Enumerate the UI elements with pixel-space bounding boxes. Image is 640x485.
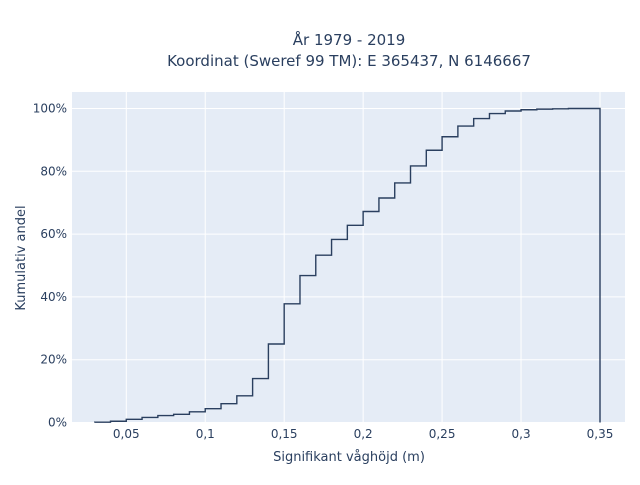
x-tick-label: 0,2 <box>354 427 373 441</box>
y-axis-title: Kumulativ andel <box>14 205 29 310</box>
y-tick-label: 80% <box>40 164 67 178</box>
x-tick-label: 0,1 <box>196 427 215 441</box>
chart-title-line-1: År 1979 - 2019 <box>293 30 406 49</box>
x-tick-label: 0,3 <box>512 427 531 441</box>
x-tick-label: 0,35 <box>587 427 614 441</box>
y-tick-label: 20% <box>40 353 67 367</box>
x-axis-title: Signifikant våghöjd (m) <box>273 450 425 465</box>
grid <box>72 92 625 423</box>
chart-title-line-2: Koordinat (Sweref 99 TM): E 365437, N 61… <box>167 52 531 70</box>
y-tick-label: 100% <box>33 102 67 116</box>
y-tick-label: 0% <box>48 416 67 430</box>
y-tick-label: 60% <box>40 227 67 241</box>
plot-area <box>72 92 625 422</box>
cumulative-step-line <box>94 107 601 423</box>
ticks: 0,05 0,1 0,15 0,2 0,25 0,3 0,35 0% 20% 40% 60% 80% 1… <box>33 102 614 442</box>
x-tick-label: 0,25 <box>429 427 456 441</box>
y-tick-label: 40% <box>40 290 67 304</box>
series <box>94 107 601 423</box>
x-tick-label: 0,05 <box>113 427 140 441</box>
x-tick-label: 0,15 <box>271 427 298 441</box>
